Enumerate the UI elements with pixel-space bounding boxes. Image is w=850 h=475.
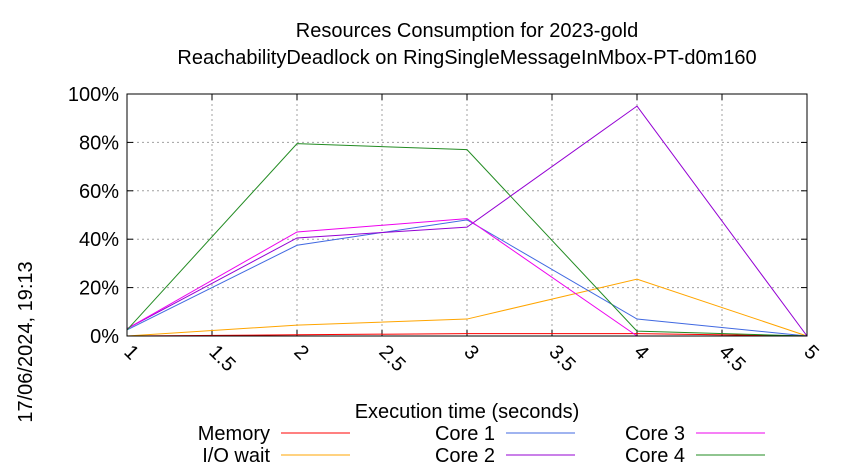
series-line-memory	[126, 333, 808, 337]
legend-label-core-4: Core 4	[625, 445, 685, 467]
x-tick-label: 5	[799, 341, 822, 364]
y-tick-label: 40%	[79, 229, 119, 251]
grid-layer	[126, 93, 808, 337]
x-tick-label: 1.5	[204, 341, 239, 376]
x-tick-label: 2	[289, 341, 312, 364]
legend-label-core-1: Core 1	[435, 423, 495, 445]
legend-label-i-o-wait: I/O wait	[202, 445, 270, 467]
series-line-core-4	[126, 143, 808, 337]
series-layer	[126, 105, 808, 337]
x-tick-label: 2.5	[374, 341, 409, 376]
plot-frame	[126, 93, 808, 337]
series-line-core-2	[126, 105, 808, 337]
x-tick-label: 1	[119, 341, 142, 364]
y-tick-label: 20%	[79, 278, 119, 300]
x-tick-label: 4	[629, 341, 652, 364]
series-line-i-o-wait	[126, 278, 808, 337]
x-tick-label: 3	[459, 341, 482, 364]
chart-title: Resources Consumption for 2023-gold	[296, 20, 638, 42]
y-tick-label: 0%	[90, 326, 119, 348]
timestamp-label: 17/06/2024, 19:13	[15, 261, 37, 422]
y-tick-label: 60%	[79, 181, 119, 203]
x-tick-label: 4.5	[714, 341, 749, 376]
legend-label-memory: Memory	[198, 423, 270, 445]
x-tick-label: 3.5	[544, 341, 579, 376]
x-axis-label: Execution time (seconds)	[355, 401, 580, 423]
legend-label-core-2: Core 2	[435, 445, 495, 467]
y-tick-label: 80%	[79, 132, 119, 154]
y-tick-label: 100%	[68, 84, 119, 106]
chart-subtitle: ReachabilityDeadlock on RingSingleMessag…	[177, 47, 756, 69]
legend-label-core-3: Core 3	[625, 423, 685, 445]
series-line-core-1	[126, 219, 808, 337]
series-line-core-3	[126, 218, 807, 337]
